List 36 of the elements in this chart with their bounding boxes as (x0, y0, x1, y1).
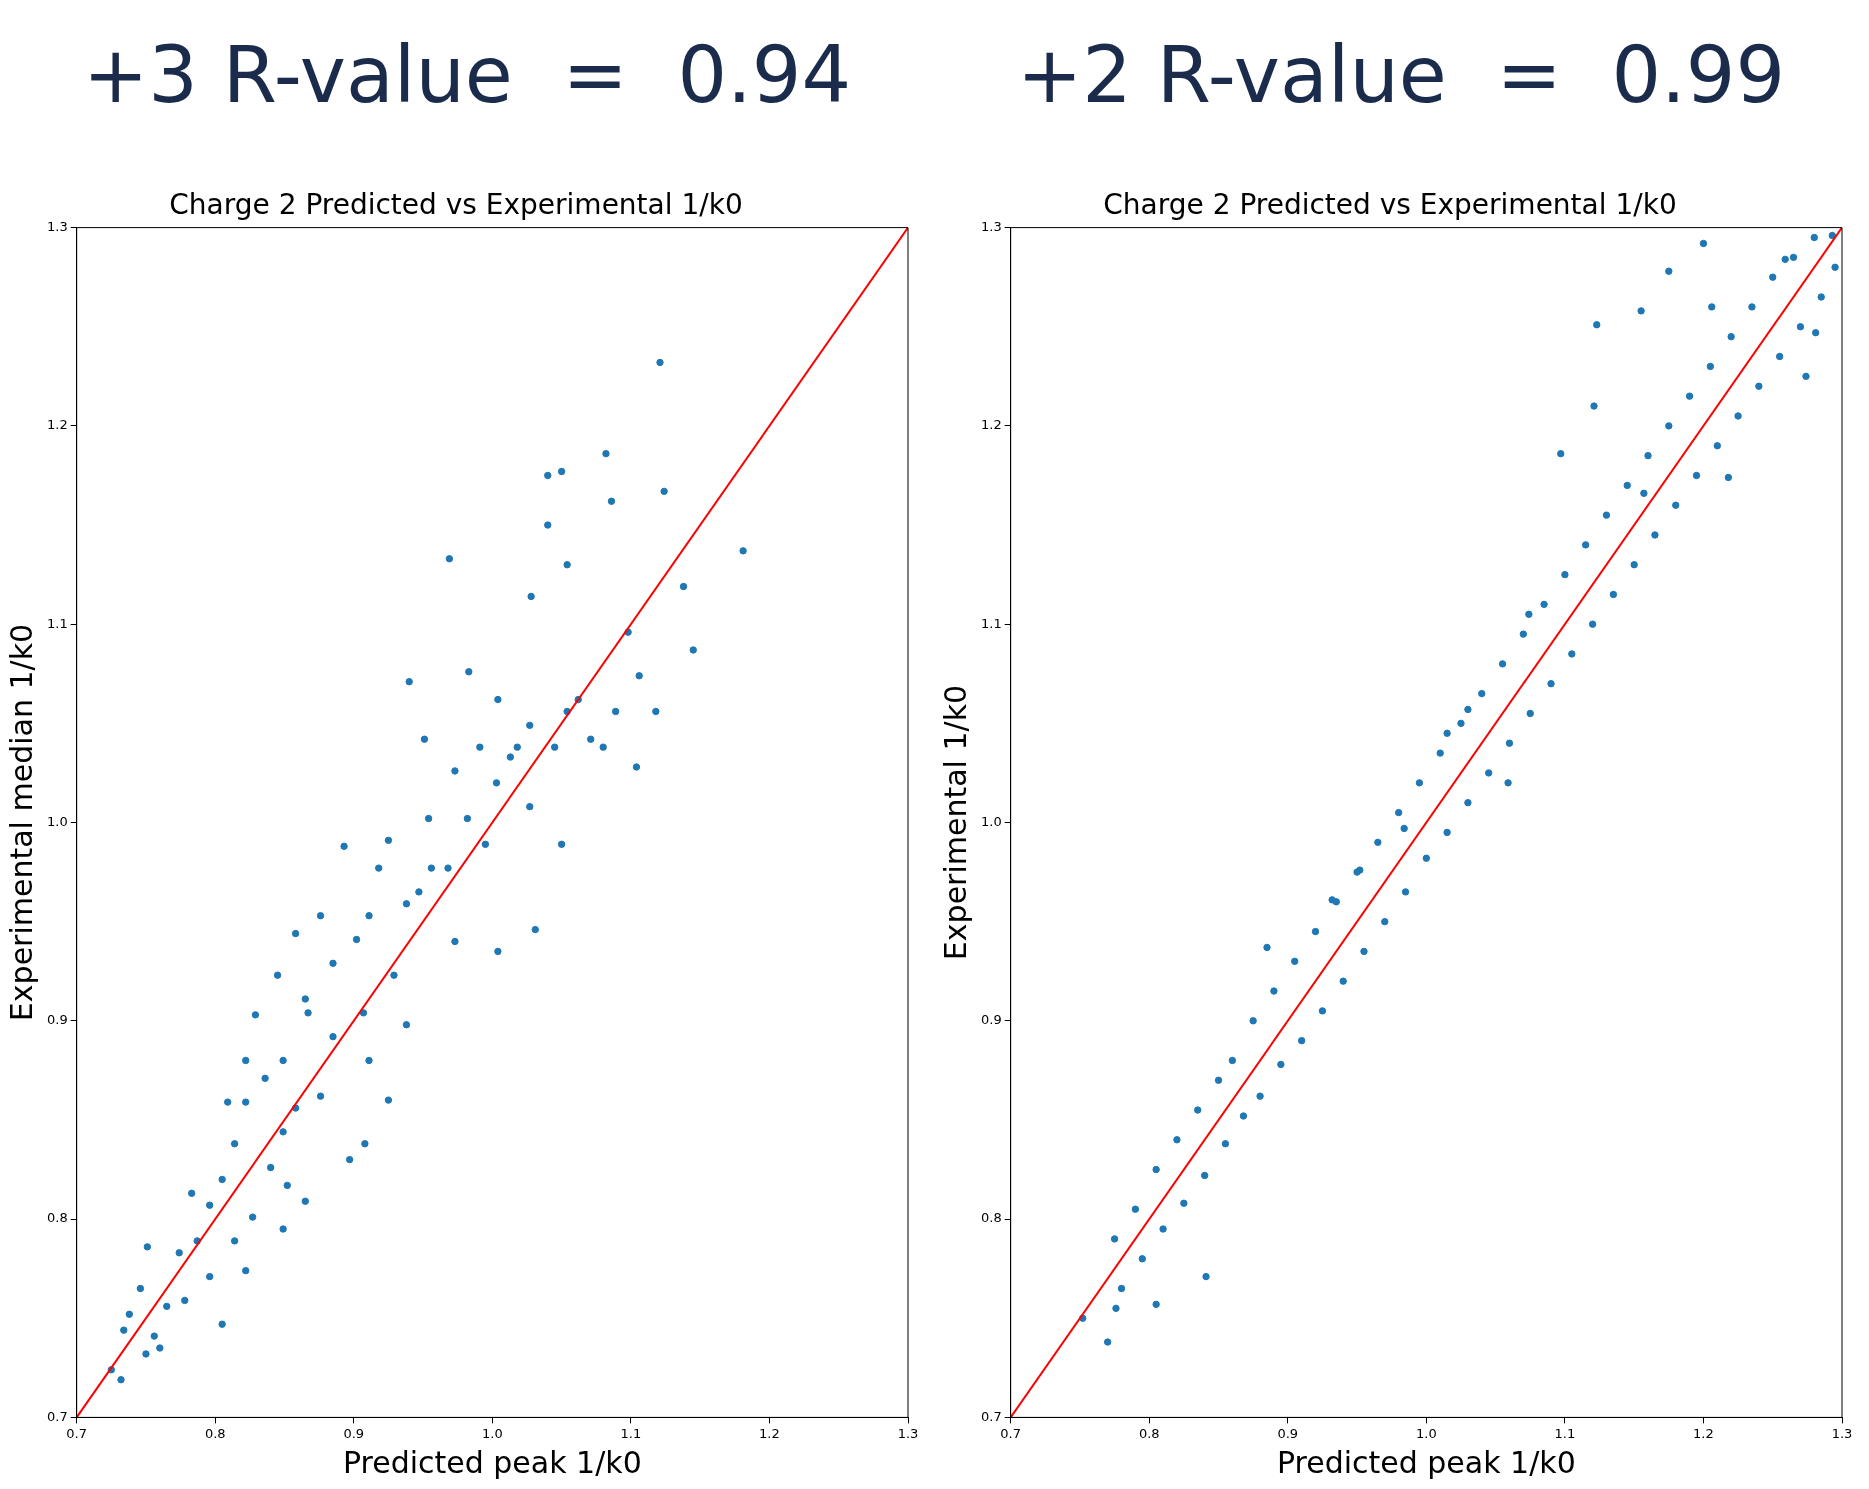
y-axis-title: Experimental 1/k0 (937, 684, 973, 961)
x-tick-label: 1.0 (481, 1425, 503, 1441)
y-tick-label: 0.9 (46, 1012, 68, 1028)
x-tick-label: 1.1 (620, 1425, 642, 1441)
x-axis-title: Predicted peak 1/k0 (342, 1444, 642, 1480)
x-tick-label: 1.2 (759, 1425, 780, 1441)
x-tick-label: 0.8 (204, 1425, 226, 1441)
x-tick-label: 0.9 (1277, 1425, 1299, 1441)
text: +2 R-value = 0.99 (1015, 30, 1787, 120)
y-tick-label: 1.2 (46, 417, 68, 433)
x-axis-title: Predicted peak 1/k0 (1276, 1444, 1576, 1480)
chart-title: Charge 2 Predicted vs Experimental 1/k0 (169, 188, 743, 222)
x-tick-label: 1.3 (1831, 1425, 1853, 1441)
y-tick-label: 1.3 (46, 218, 68, 234)
y-tick-label: 0.7 (46, 1408, 68, 1424)
x-tick-label: 0.9 (343, 1425, 365, 1441)
y-tick-label: 1.0 (46, 813, 68, 829)
x-tick-label: 1.1 (1554, 1425, 1576, 1441)
y-tick-label: 0.8 (46, 1210, 68, 1226)
y-tick-label: 1.1 (980, 615, 1002, 631)
y-tick-label: 1.1 (46, 615, 68, 631)
x-tick-label: 1.3 (897, 1425, 919, 1441)
text: +3 R-value = 0.94 (81, 30, 853, 120)
x-tick-label: 1.2 (1693, 1425, 1714, 1441)
x-tick-label: 0.7 (66, 1425, 88, 1441)
y-axis-title: Experimental median 1/k0 (3, 623, 39, 1022)
y-tick-label: 0.7 (980, 1408, 1002, 1424)
chart-title: Charge 2 Predicted vs Experimental 1/k0 (1103, 188, 1677, 222)
x-tick-label: 0.8 (1138, 1425, 1160, 1441)
x-tick-label: 1.0 (1415, 1425, 1437, 1441)
y-tick-label: 0.9 (980, 1012, 1002, 1028)
y-tick-label: 1.2 (980, 417, 1002, 433)
y-tick-label: 1.0 (980, 813, 1002, 829)
y-tick-label: 1.3 (980, 218, 1002, 234)
x-tick-label: 0.7 (1000, 1425, 1022, 1441)
y-tick-label: 0.8 (980, 1210, 1002, 1226)
